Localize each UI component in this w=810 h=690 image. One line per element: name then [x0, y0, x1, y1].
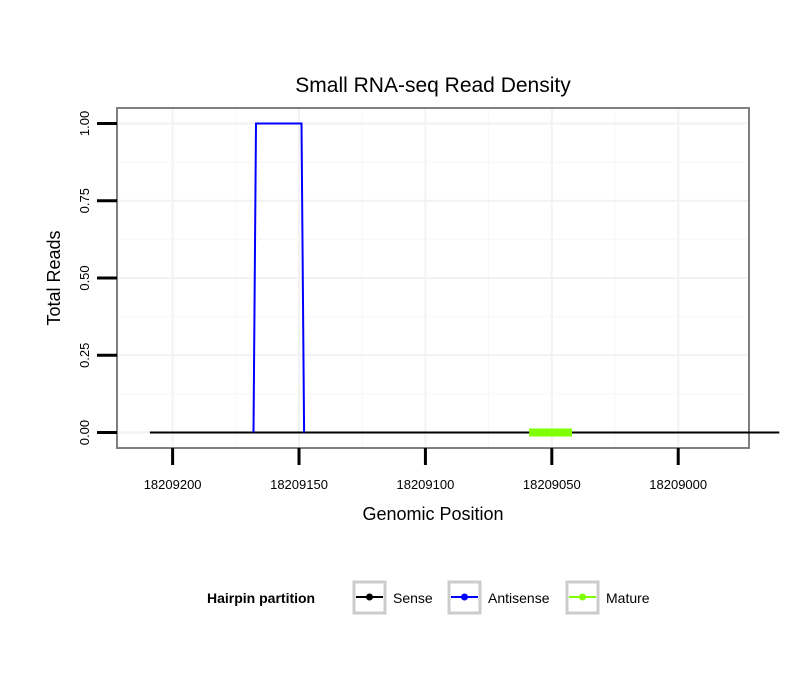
legend-dot-antisense — [461, 593, 468, 601]
legend-label-antisense: Antisense — [488, 590, 550, 606]
y-tick-label-0: 0.00 — [77, 420, 92, 445]
legend: Hairpin partition Sense Antisense Mature — [207, 580, 650, 615]
legend-title: Hairpin partition — [207, 590, 315, 606]
legend-dot-sense — [366, 593, 373, 601]
x-tick-label-4: 18209000 — [649, 477, 707, 492]
y-tick-label-3: 0.75 — [77, 188, 92, 213]
series-lines — [149, 122, 780, 437]
x-axis-title: Genomic Position — [362, 504, 503, 524]
legend-label-sense: Sense — [393, 590, 433, 606]
legend-item-sense: Sense — [352, 580, 433, 615]
series-line-antisense — [252, 122, 306, 433]
x-tick-label-2: 18209100 — [396, 477, 454, 492]
x-tick-label-1: 18209150 — [270, 477, 328, 492]
y-tick-label-1: 0.25 — [77, 343, 92, 368]
y-axis-title: Total Reads — [44, 230, 64, 325]
axes: 0.00 0.25 0.50 0.75 1.00 18209200 18209150 1820… — [77, 111, 707, 492]
chart-title: Small RNA-seq Read Density — [295, 74, 571, 97]
x-tick-label-0: 18209200 — [144, 477, 202, 492]
y-tick-label-4: 1.00 — [77, 111, 92, 136]
legend-dot-mature — [579, 593, 586, 601]
legend-item-mature: Mature — [565, 580, 650, 615]
x-tick-label-3: 18209050 — [523, 477, 581, 492]
legend-label-mature: Mature — [606, 590, 650, 606]
legend-item-antisense: Antisense — [447, 580, 550, 615]
y-tick-label-2: 0.50 — [77, 265, 92, 290]
